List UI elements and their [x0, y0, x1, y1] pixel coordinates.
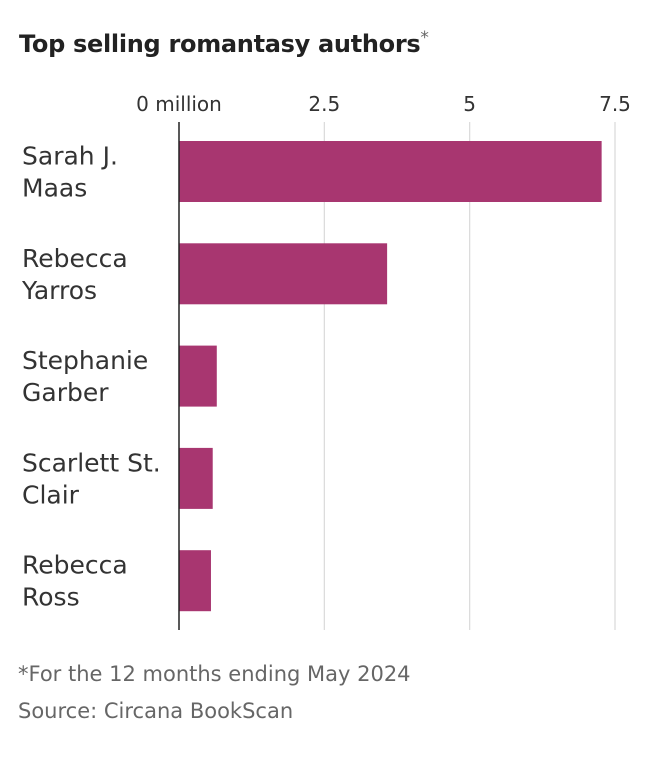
x-tick-label: 2.5: [308, 92, 340, 116]
bar: [179, 345, 217, 407]
bar: [179, 447, 213, 509]
x-tick-label: 5: [463, 92, 476, 116]
title-asterisk: *: [420, 28, 429, 48]
category-label: Rebecca Yarros: [21, 244, 128, 305]
category-label-line: Stephanie: [22, 346, 148, 375]
category-label-line: Clair: [22, 480, 80, 509]
category-label-line: Maas: [22, 174, 87, 203]
category-label: Sarah J. Maas: [22, 142, 118, 203]
bar: [179, 141, 602, 202]
footnote: *For the 12 months ending May 2024: [18, 662, 411, 686]
bar: [179, 243, 388, 305]
category-label: Scarlett St. Clair: [22, 448, 161, 509]
bar-layer: [179, 141, 602, 612]
category-label-line: Garber: [22, 378, 109, 407]
grid-layer: [323, 122, 616, 630]
source-note: Source: Circana BookScan: [18, 699, 294, 723]
category-label-layer: Sarah J. Maas Rebecca Yarros Stephanie Garber…: [21, 142, 161, 612]
x-tick-label: 0 million: [136, 92, 222, 116]
tick-label-layer: 0 million 2.5 5 7.5: [136, 92, 631, 116]
bar-chart: 0 million 2.5 5 7.5 Sarah J. Maas Rebecca Yarr…: [21, 92, 631, 630]
chart-title-text: Top selling romantasy authors: [19, 30, 421, 58]
category-label-line: Ross: [22, 583, 80, 612]
category-label-line: Rebecca: [22, 244, 128, 273]
x-tick-label: 7.5: [599, 92, 631, 116]
category-label-line: Scarlett St.: [22, 448, 161, 477]
category-label: Rebecca Ross: [22, 551, 128, 612]
bar: [179, 550, 211, 612]
category-label: Stephanie Garber: [22, 346, 148, 407]
category-label-line: Yarros: [21, 276, 97, 305]
chart-title: Top selling romantasy authors*: [19, 28, 429, 58]
category-label-line: Sarah J.: [22, 142, 118, 171]
category-label-line: Rebecca: [22, 551, 128, 580]
